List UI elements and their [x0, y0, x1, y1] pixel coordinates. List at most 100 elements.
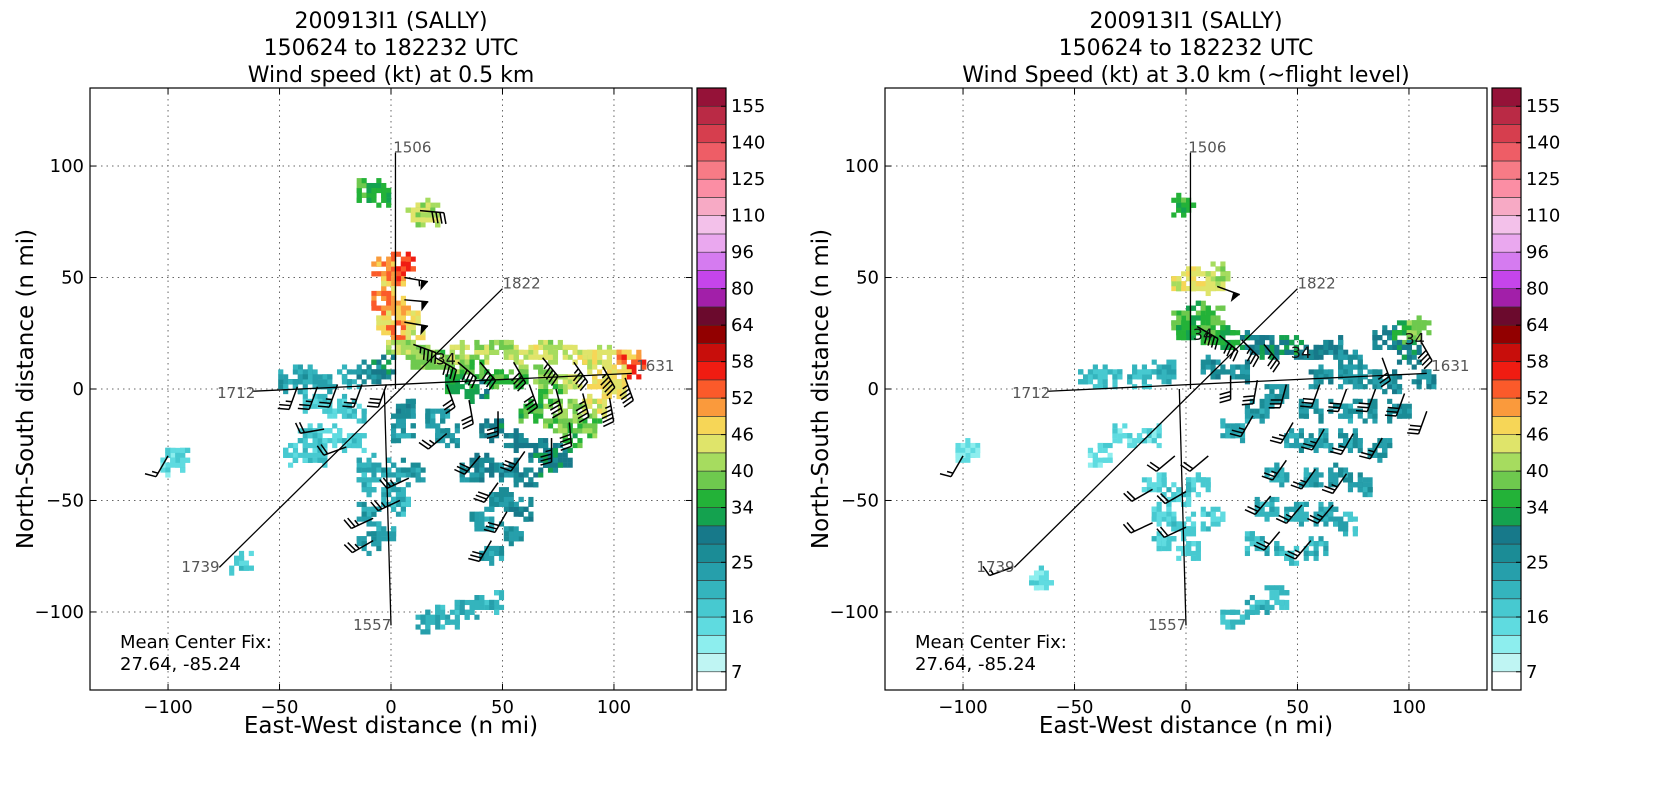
wind-field-cell: [547, 423, 554, 429]
wind-field-cell: [376, 202, 382, 208]
wind-field-cell: [391, 261, 397, 267]
wind-field-cell: [1244, 344, 1251, 351]
wind-field-cell: [538, 384, 544, 390]
x-tick-label: 100: [1392, 697, 1426, 718]
x-tick-label: −50: [261, 697, 299, 718]
wind-field-cell: [332, 408, 338, 414]
chart-title-line: 150624 to 182232 UTC: [264, 36, 519, 61]
wind-field-cell: [611, 379, 617, 385]
wind-field-cell: [376, 305, 382, 311]
wind-field-cell: [538, 413, 544, 419]
wind-field-cell: [1352, 398, 1358, 404]
wind-field-cell: [1171, 374, 1177, 380]
wind-field-cell: [513, 359, 519, 365]
wind-field-cell: [356, 462, 362, 468]
wind-barb-full: [575, 404, 587, 412]
wind-field-cell: [1171, 281, 1177, 287]
wind-field-cell: [1205, 320, 1211, 326]
wind-field-cell: [1186, 487, 1192, 493]
wind-field-cell: [1284, 604, 1290, 610]
wind-field-cell: [435, 423, 441, 429]
wind-barb: [457, 361, 477, 389]
wind-field-cell: [484, 423, 490, 429]
wind-field-cell: [1284, 472, 1290, 478]
wind-field-cell: [395, 413, 402, 419]
wind-field-cell: [1308, 349, 1314, 355]
colorbar-tick-label: 64: [731, 315, 754, 336]
wind-field-cell: [1426, 379, 1432, 385]
wind-field-cell: [366, 477, 372, 483]
wind-field-cell: [302, 457, 308, 463]
wind-field-cell: [1141, 428, 1148, 434]
wind-field-cell: [1195, 285, 1201, 292]
wind-field-cell: [533, 452, 539, 458]
wind-barb: [1263, 343, 1281, 373]
wind-barb-full: [1301, 401, 1313, 405]
wind-field-cell: [513, 482, 519, 488]
wind-field-cell: [283, 379, 289, 385]
wind-field-cell: [1357, 472, 1363, 478]
wind-field-cell: [1029, 575, 1035, 581]
wind-field-cell: [474, 389, 480, 395]
wind-field-cell: [391, 526, 397, 532]
wind-field-cell: [533, 349, 539, 355]
wind-field-cell: [970, 452, 976, 458]
wind-field-cell: [1161, 492, 1167, 498]
wind-field-cell: [513, 477, 519, 483]
wind-field-cell: [1254, 506, 1260, 512]
wind-barb-full: [473, 497, 485, 504]
wind-field-cell: [1411, 325, 1417, 331]
wind-field-cell: [400, 511, 406, 517]
wind-field-cell: [420, 335, 426, 341]
colorbar-bin: [696, 361, 727, 381]
wind-field-cell: [1087, 452, 1094, 458]
wind-field-cell: [1112, 384, 1118, 390]
wind-field-cell: [400, 281, 406, 287]
wind-field-cell: [415, 344, 421, 351]
wind-field-cell: [283, 447, 289, 454]
wind-barb-full: [379, 479, 388, 489]
wind-field-cell: [1215, 276, 1221, 282]
wind-field-cell: [1396, 389, 1403, 395]
wind-field-cell: [508, 536, 514, 542]
wind-field-cell: [547, 379, 554, 385]
wind-field-cell: [1239, 438, 1246, 444]
wind-field-cell: [469, 354, 475, 360]
wind-field-cell: [1225, 325, 1231, 331]
wind-barb-full: [1223, 342, 1230, 354]
wind-barb-half: [285, 400, 292, 403]
wind-barb-full: [1300, 405, 1312, 408]
colorbar-bin: [696, 507, 727, 527]
wind-field-cell: [449, 349, 456, 355]
wind-field-cell: [494, 609, 500, 615]
wind-field-cell: [435, 202, 441, 208]
wind-field-cell: [1313, 384, 1319, 390]
wind-field-cell: [371, 487, 377, 493]
wind-barb: [1358, 437, 1383, 460]
wind-field-cell: [1171, 359, 1177, 365]
wind-field-cell: [1362, 384, 1368, 390]
wind-field-cell: [513, 349, 519, 355]
track-time-label: 1557: [353, 616, 391, 634]
wind-field-cell: [371, 295, 377, 301]
wind-field-cell: [1181, 310, 1187, 316]
contour-label: 34: [436, 349, 456, 368]
wind-barb-full: [1330, 450, 1342, 456]
wind-field-cell: [1269, 398, 1275, 404]
wind-field-cell: [454, 354, 460, 360]
wind-field-cell: [1352, 428, 1358, 434]
wind-field-cell: [386, 271, 392, 277]
wind-field-cell: [1274, 541, 1280, 547]
wind-field-cell: [381, 536, 387, 542]
wind-field-cell: [1392, 379, 1398, 385]
colorbar-bin: [696, 288, 727, 308]
wind-field-cell: [1156, 511, 1162, 517]
wind-barb: [548, 388, 563, 419]
wind-field-cell: [425, 364, 431, 370]
wind-field-cell: [503, 354, 509, 360]
wind-field-cell: [1328, 379, 1334, 385]
wind-field-cell: [420, 217, 426, 223]
wind-field-cell: [1254, 604, 1260, 610]
wind-field-cell: [386, 290, 392, 297]
wind-field-cell: [1264, 393, 1270, 400]
